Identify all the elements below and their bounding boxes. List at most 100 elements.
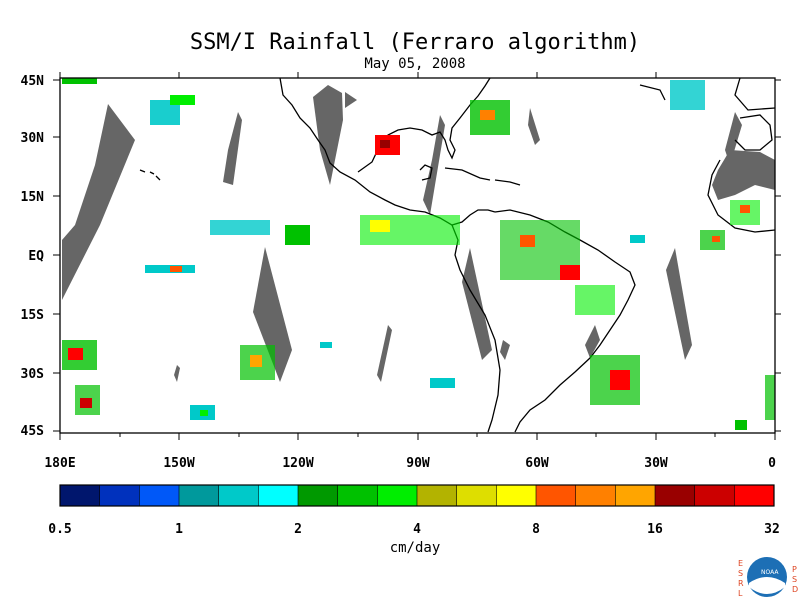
lat-label-30s: 30S [20, 367, 44, 382]
rain-patch [68, 348, 83, 360]
coastlines [139, 77, 776, 433]
colorbar-label: 16 [647, 522, 663, 537]
lon-label-0: 0 [768, 456, 776, 471]
coastline-cuba [444, 167, 491, 181]
map-ticks [53, 72, 781, 440]
swath-gap [62, 104, 135, 300]
coastline-hispaniola [494, 179, 521, 186]
rain-patch [320, 342, 332, 348]
swath-gap [313, 85, 343, 185]
colorbar-label: 2 [294, 522, 302, 537]
rain-patch [765, 375, 775, 420]
lat-label-15s: 15S [20, 308, 44, 323]
rain-patch [200, 410, 208, 416]
lat-label-15n: 15N [20, 190, 44, 205]
logo-letter: S [792, 575, 798, 584]
colorbar-swatch [655, 485, 696, 506]
map-frame [59, 77, 776, 434]
coastline-europe [734, 77, 776, 111]
colorbar-swatch [218, 485, 259, 506]
colorbar-swatch [496, 485, 537, 506]
lon-label-180e: 180E [44, 456, 76, 471]
swath-gap [345, 92, 357, 108]
colorbar [60, 485, 775, 506]
rain-patch [520, 235, 535, 247]
colorbar-units: cm/day [389, 540, 441, 556]
rain-patch [430, 378, 455, 388]
colorbar-swatch [417, 485, 458, 506]
map-title: SSM/I Rainfall (Ferraro algorithm) [189, 30, 641, 55]
lon-label-60w: 60W [525, 456, 549, 471]
coastline-iberia [734, 114, 773, 151]
colorbar-swatch [258, 485, 299, 506]
swath-gaps [62, 85, 775, 382]
rain-patch [630, 235, 645, 243]
colorbar-swatch [536, 485, 577, 506]
rain-patch [210, 220, 270, 235]
colorbar-swatch [179, 485, 220, 506]
logo-letter: L [738, 589, 743, 598]
colorbar-swatch [694, 485, 735, 506]
lat-label-30n: 30N [20, 131, 44, 146]
noaa-esrl-logo: NOAA E S R L P S D [734, 555, 800, 600]
lon-label-30w: 30W [644, 456, 668, 471]
swath-gap [585, 325, 600, 358]
lon-label-120w: 120W [282, 456, 314, 471]
map-date: May 05, 2008 [364, 56, 466, 72]
logo-letter: S [738, 569, 744, 578]
lat-label-45n: 45N [20, 74, 44, 89]
rain-patch [250, 355, 262, 367]
logo-letter: D [792, 585, 799, 594]
swath-gap [666, 248, 692, 360]
rain-patch [285, 225, 310, 245]
colorbar-swatch [60, 485, 101, 506]
colorbar-label: 1 [175, 522, 183, 537]
coastline-north-america [279, 77, 496, 226]
swath-gap [712, 150, 775, 200]
rain-patch [370, 220, 390, 232]
logo-center-text: NOAA [761, 569, 779, 576]
colorbar-label: 0.5 [48, 522, 72, 537]
rain-patch [560, 265, 580, 280]
coastline-yucatan [419, 164, 433, 181]
colorbar-swatch [734, 485, 775, 506]
rain-patch [740, 205, 750, 213]
rain-patch [480, 110, 495, 120]
lon-label-90w: 90W [406, 456, 430, 471]
rain-patches [62, 78, 775, 430]
logo-letter: E [738, 559, 744, 568]
lat-label-45s: 45S [20, 424, 44, 439]
rain-patch [170, 266, 182, 272]
logo-letter: R [738, 579, 744, 588]
rain-patch [380, 140, 390, 148]
noaa-logo-icon [747, 557, 787, 597]
colorbar-swatch [575, 485, 616, 506]
colorbar-swatch [615, 485, 656, 506]
swath-gap [423, 115, 445, 215]
rain-patch [80, 398, 92, 408]
coastline-newfoundland [639, 84, 666, 101]
rain-patch [670, 80, 705, 110]
coastline-hawaii [139, 169, 161, 181]
colorbar-label: 4 [413, 522, 421, 537]
lon-label-150w: 150W [163, 456, 195, 471]
rain-patch [170, 95, 195, 105]
colorbar-swatch [298, 485, 339, 506]
swath-gap [462, 248, 492, 360]
colorbar-swatch [456, 485, 497, 506]
coastline-africa [707, 159, 776, 233]
rain-patch [735, 420, 747, 430]
colorbar-swatch [337, 485, 378, 506]
swath-gap [528, 108, 540, 145]
swath-gap [174, 365, 180, 382]
coastline-gulf [357, 77, 491, 173]
swath-gap [377, 325, 392, 382]
rain-patch [575, 285, 615, 315]
colorbar-swatch [99, 485, 140, 506]
colorbar-swatch [377, 485, 418, 506]
swath-gap [500, 340, 510, 360]
swath-gap [223, 112, 242, 185]
rain-patch [62, 78, 97, 84]
swath-gap [253, 247, 292, 382]
